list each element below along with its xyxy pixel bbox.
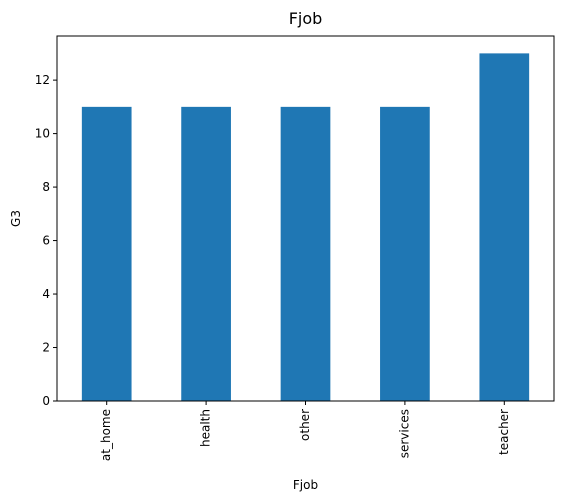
x-tick-label-other: other	[298, 409, 312, 441]
y-axis-label: G3	[9, 210, 23, 227]
bar-teacher	[479, 53, 530, 401]
x-axis: at_home health other services teacher	[99, 401, 511, 461]
bar-at_home	[81, 106, 132, 402]
x-axis-label: Fjob	[293, 478, 318, 492]
y-tick-label: 0	[42, 394, 50, 408]
bar-services	[380, 106, 430, 402]
y-axis: 0 2 4 6 8 10 12	[35, 73, 57, 408]
y-tick-label: 12	[35, 73, 50, 87]
chart-title: Fjob	[289, 9, 323, 28]
y-tick-label: 2	[42, 341, 50, 355]
bars-group	[81, 53, 530, 402]
y-tick-label: 8	[42, 180, 50, 194]
bar-other	[280, 106, 331, 402]
x-tick-label-teacher: teacher	[497, 409, 511, 455]
x-tick-label-health: health	[199, 409, 213, 447]
x-tick-label-at_home: at_home	[99, 409, 113, 461]
y-tick-label: 4	[42, 287, 50, 301]
y-tick-label: 10	[35, 127, 50, 141]
plot-frame	[56, 35, 555, 402]
x-tick-label-services: services	[397, 409, 411, 458]
bar-health	[181, 106, 231, 402]
y-tick-label: 6	[42, 234, 50, 248]
